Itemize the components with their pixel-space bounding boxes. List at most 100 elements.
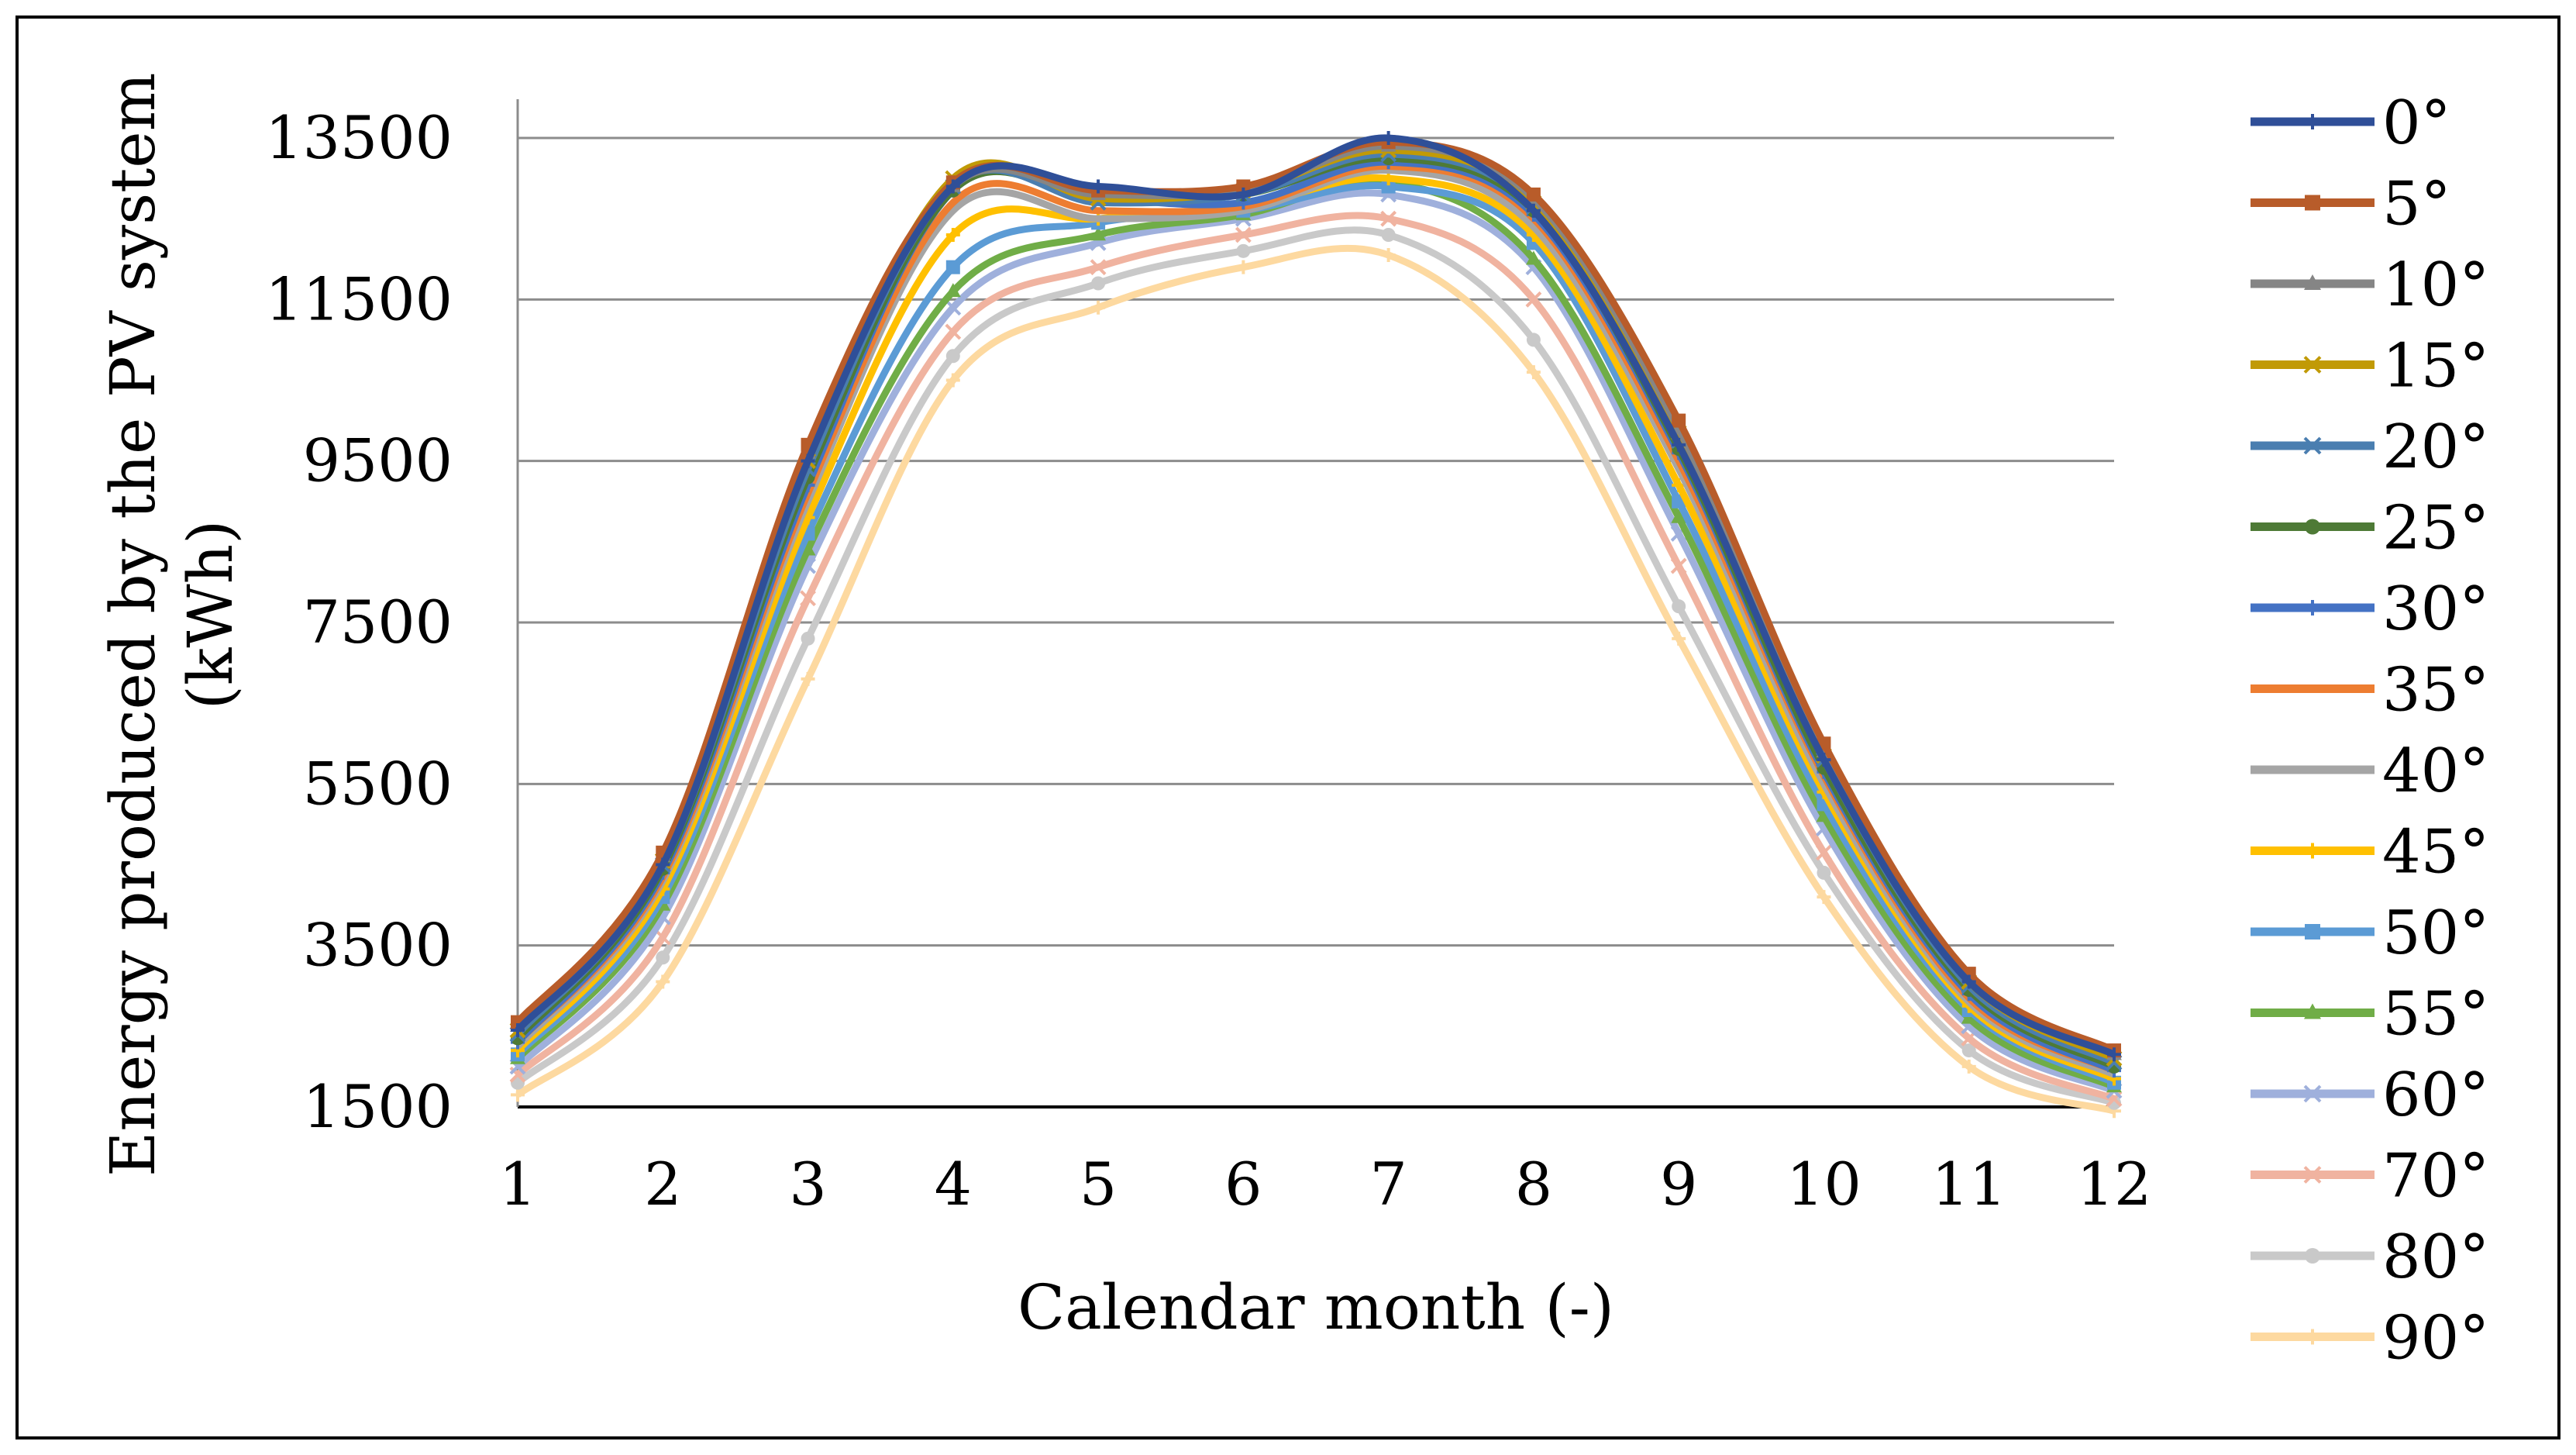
data-point — [1526, 203, 1541, 218]
data-point — [945, 323, 962, 340]
data-point — [1671, 509, 1687, 523]
data-point — [1381, 179, 1396, 194]
x-tick-label: 11 — [1931, 1150, 2006, 1219]
legend-label: 25° — [2382, 494, 2489, 564]
data-point — [1090, 259, 1107, 276]
legend-item: 35° — [2251, 656, 2489, 726]
x-axis-title: Calendar month (-) — [1018, 1271, 1614, 1343]
x-tick-label: 9 — [1660, 1150, 1697, 1219]
x-tick-label: 6 — [1224, 1150, 1262, 1219]
legend-item: 55° — [2251, 980, 2489, 1050]
legend-marker — [2305, 843, 2320, 859]
series-group — [509, 131, 2123, 1119]
series-line — [515, 134, 2116, 1058]
y-tick-label: 5500 — [303, 749, 453, 818]
legend-item: 90° — [2251, 1304, 2489, 1374]
series-15 — [511, 244, 2121, 1119]
data-point — [1672, 599, 1686, 614]
legend-marker — [2305, 195, 2320, 211]
legend-item: 50° — [2251, 898, 2489, 968]
legend-label: 15° — [2382, 332, 2489, 402]
data-point — [2107, 1047, 2121, 1062]
data-point — [654, 929, 671, 946]
data-point — [1672, 437, 1686, 452]
data-point — [1235, 226, 1252, 243]
legend-marker — [2303, 356, 2322, 374]
data-point — [1961, 974, 1976, 989]
legend-marker — [2303, 436, 2322, 455]
data-point — [1381, 131, 1396, 145]
legend-label: 55° — [2382, 980, 2489, 1050]
data-point — [1817, 753, 1831, 767]
legend-label: 35° — [2382, 656, 2489, 726]
data-point — [656, 950, 670, 965]
legend-label: 0° — [2382, 88, 2451, 158]
data-point — [656, 974, 670, 989]
y-tick-labels: 1500 3500 5500 7500 9500 11500 13500 — [265, 103, 453, 1141]
data-point — [801, 453, 815, 468]
data-point — [945, 283, 961, 298]
y-axis-title-line-1: Energy produced by the PV system — [97, 72, 169, 1176]
legend: 0° 5° 10° 15° 20° 25° 30° 35° 40° 45° 50° 55° 60° 70°… — [2251, 88, 2489, 1374]
legend-marker — [2305, 519, 2320, 535]
x-tick-label: 4 — [935, 1150, 972, 1219]
data-point — [1817, 865, 1831, 880]
legend-item: 15° — [2251, 332, 2489, 402]
legend-item: 0° — [2251, 88, 2451, 158]
series-14 — [511, 226, 2121, 1110]
x-tick-label: 1 — [499, 1150, 536, 1219]
data-point — [1091, 179, 1106, 194]
data-point — [1381, 248, 1396, 263]
data-point — [1526, 365, 1541, 380]
legend-item: 60° — [2251, 1060, 2489, 1130]
data-point — [801, 671, 815, 686]
y-tick-label: 13500 — [265, 103, 453, 172]
data-point — [800, 590, 816, 607]
legend-label: 45° — [2382, 818, 2489, 888]
data-point — [1091, 276, 1106, 291]
legend-item: 45° — [2251, 818, 2489, 888]
legend-label: 50° — [2382, 898, 2489, 968]
x-tick-label: 2 — [644, 1150, 681, 1219]
data-point — [1525, 291, 1542, 308]
legend-marker — [2304, 1003, 2321, 1019]
data-point — [1672, 413, 1686, 428]
legend-label: 5° — [2382, 170, 2451, 240]
x-tick-label: 8 — [1515, 1150, 1552, 1219]
series-10 — [511, 179, 2121, 1090]
data-point — [1090, 226, 1106, 241]
data-point — [511, 1088, 525, 1102]
data-point — [1670, 557, 1687, 574]
legend-label: 30° — [2382, 574, 2489, 644]
data-point — [945, 299, 962, 316]
legend-marker — [2305, 114, 2320, 129]
data-point — [1091, 300, 1106, 315]
legend-marker — [2305, 600, 2320, 615]
legend-marker — [2303, 1166, 2322, 1184]
legend-label: 60° — [2382, 1060, 2489, 1130]
legend-label: 80° — [2382, 1222, 2489, 1292]
legend-item: 5° — [2251, 170, 2451, 240]
series-0 — [511, 131, 2121, 1062]
series-line — [515, 244, 2116, 1115]
data-point — [1380, 210, 1397, 227]
legend-marker — [2304, 274, 2321, 290]
data-point — [1961, 1059, 1976, 1074]
y-tick-label: 11500 — [265, 264, 453, 333]
legend-item: 40° — [2251, 736, 2489, 806]
legend-label: 20° — [2382, 412, 2489, 482]
data-point — [1817, 890, 1831, 905]
data-point — [1236, 179, 1251, 194]
data-point — [945, 179, 960, 194]
y-tick-label: 7500 — [303, 588, 453, 657]
data-point — [801, 631, 815, 646]
legend-item: 80° — [2251, 1222, 2489, 1292]
data-point — [1961, 1043, 1976, 1058]
data-point — [1816, 844, 1832, 861]
data-point — [1236, 243, 1251, 258]
y-axis-title-line-2: (kWh) — [174, 520, 246, 710]
data-point — [945, 260, 960, 274]
data-point — [1236, 187, 1251, 202]
